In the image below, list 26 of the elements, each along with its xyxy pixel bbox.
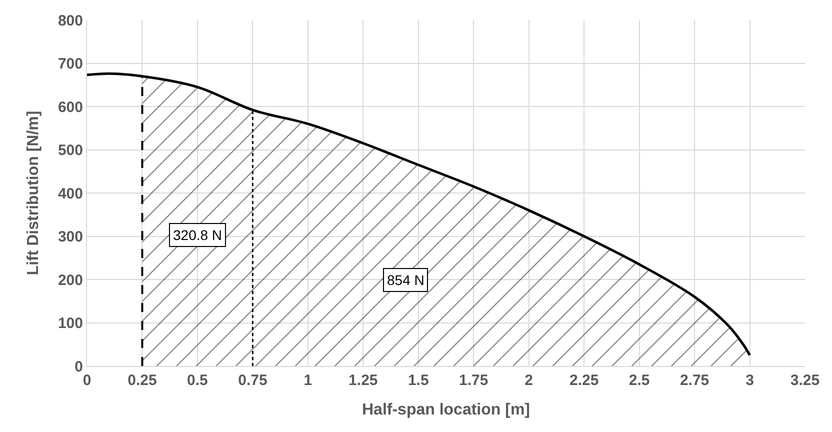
x-tick-label: 1.5 [408, 372, 429, 389]
x-tick-label: 2.25 [569, 372, 599, 389]
y-tick-label: 500 [58, 142, 83, 159]
y-tick-label: 200 [58, 272, 83, 289]
x-tick-label: 2 [524, 372, 534, 389]
y-tick-label: 100 [58, 315, 83, 332]
y-tick-label: 700 [58, 56, 83, 72]
annotation: 854 N [387, 272, 424, 288]
x-tick-label: 0.75 [238, 372, 268, 389]
x-tick-label: 1.25 [348, 372, 378, 389]
x-tick-label: 0.25 [128, 372, 157, 389]
x-tick-label: 2.75 [680, 372, 710, 389]
x-tick-label: 1 [304, 372, 312, 389]
x-tick-label: 3 [746, 372, 754, 389]
y-tick-label: 600 [58, 98, 83, 116]
y-tick-label: 400 [58, 185, 83, 202]
x-axis-title: Half-span location [m] [362, 402, 530, 419]
y-tick-label: 300 [58, 228, 83, 246]
x-tick-label: 0.5 [187, 372, 208, 389]
x-tick-label: 2.5 [628, 372, 650, 389]
x-tick-label: 1.75 [459, 372, 488, 389]
y-tick-label: 800 [58, 12, 83, 30]
annotation: 320.8 N [173, 227, 222, 243]
x-tick-label: 3.25 [790, 372, 820, 389]
y-axis-title: Lift Distribution [N/m] [24, 110, 42, 276]
y-tick-label: 0 [74, 358, 83, 376]
